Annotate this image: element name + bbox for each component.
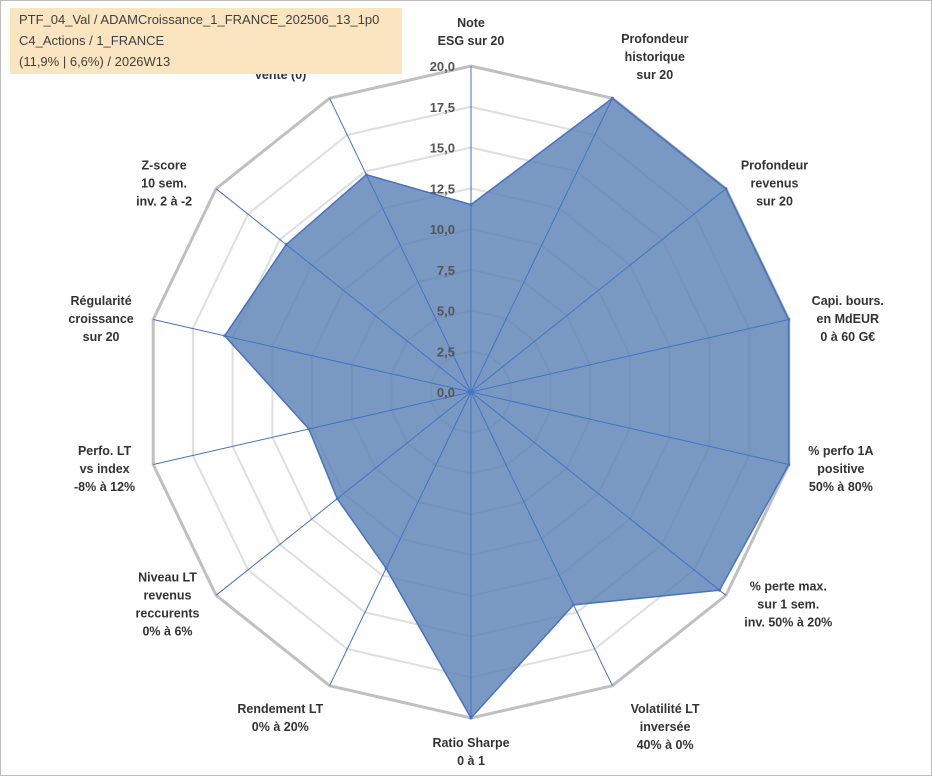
axis-label-line: historique	[625, 50, 685, 64]
portfolio-info-box: PTF_04_Val / ADAMCroissance_1_FRANCE_202…	[10, 8, 402, 74]
axis-label-line: Note	[457, 16, 485, 30]
radar-spokes	[153, 66, 789, 718]
axis-label-line: sur 20	[83, 330, 120, 344]
axis-label: Profondeur revenus sur 20	[741, 158, 808, 208]
axis-spoke	[215, 188, 472, 393]
axis-label-line: Z-score	[142, 158, 187, 172]
axis-spoke	[470, 391, 613, 686]
axis-spoke	[470, 319, 789, 393]
axis-label-line: reccurents	[136, 607, 200, 621]
performance-week: (11,9% | 6,6%) / 2026W13	[19, 54, 171, 69]
axis-label: % perfo 1A positive 50% à 80%	[808, 444, 873, 494]
axis-label-line: % perte max.	[750, 580, 827, 594]
tick-label: 10,0	[430, 222, 455, 237]
tick-label: 12,5	[430, 181, 455, 196]
axis-label-line: vs index	[80, 462, 130, 476]
axis-label-line: sur 20	[756, 194, 793, 208]
axis-label-line: positive	[817, 462, 864, 476]
axis-spoke	[153, 391, 472, 465]
axis-spoke	[329, 391, 472, 686]
axis-label: Z-score 10 sem. inv. 2 à -2	[136, 158, 192, 208]
radar-series	[223, 96, 791, 720]
axis-spoke	[470, 391, 727, 596]
axis-label: Perfo. LT vs index -8% à 12%	[74, 444, 135, 494]
axis-spoke	[470, 98, 613, 393]
axis-label-line: 0% à 20%	[252, 720, 309, 734]
tick-label: 5,0	[437, 304, 455, 319]
axis-label-line: inversée	[640, 720, 691, 734]
axis-label: % perte max. sur 1 sem. inv. 50% à 20%	[744, 580, 832, 630]
radar-axis-labels: Note ESG sur 20 Profondeur historique sur 20…	[68, 16, 883, 768]
axis-spoke	[470, 188, 727, 393]
axis-label-line: Ratio Sharpe	[432, 736, 509, 750]
asset-class: C4_Actions / 1_FRANCE	[19, 33, 165, 48]
axis-label: Profondeur historique sur 20	[621, 32, 688, 82]
axis-label-line: revenus	[144, 589, 192, 603]
axis-label-line: 40% à 0%	[637, 738, 694, 752]
tick-label: 17,5	[430, 100, 455, 115]
axis-label: Rendement LT 0% à 20%	[237, 702, 323, 734]
portfolio-name: PTF_04_Val / ADAMCroissance_1_FRANCE_202…	[19, 12, 380, 27]
axis-label-line: croissance	[68, 312, 133, 326]
axis-label-line: Régularité	[71, 294, 132, 308]
axis-label-line: Volatilité LT	[631, 702, 700, 716]
axis-label-line: 0 à 60 G€	[820, 330, 875, 344]
axis-label: Capi. bours. en MdEUR 0 à 60 G€	[812, 294, 884, 344]
axis-label-line: Profondeur	[621, 32, 688, 46]
axis-label-line: sur 20	[636, 68, 673, 82]
axis-label-line: sur 1 sem.	[757, 598, 819, 612]
axis-label-line: revenus	[751, 176, 799, 190]
axis-label-line: % perfo 1A	[808, 444, 873, 458]
axis-label-line: 10 sem.	[141, 176, 187, 190]
axis-label-line: Niveau LT	[138, 571, 197, 585]
axis-spoke	[153, 319, 472, 393]
axis-label-line: Rendement LT	[237, 702, 323, 716]
axis-spoke	[470, 391, 789, 465]
axis-label-line: -8% à 12%	[74, 480, 135, 494]
tick-label: 0,0	[437, 385, 455, 400]
axis-label: Note ESG sur 20	[438, 16, 505, 48]
axis-label-line: Profondeur	[741, 158, 808, 172]
axis-label-line: Capi. bours.	[812, 294, 884, 308]
axis-label-line: inv. 50% à 20%	[744, 616, 832, 630]
axis-label-line: 50% à 80%	[809, 480, 873, 494]
tick-label: 7,5	[437, 263, 455, 278]
axis-label: Volatilité LT inversée 40% à 0%	[631, 702, 700, 752]
axis-label: Régularité croissance sur 20	[68, 294, 133, 344]
axis-label-line: 0 à 1	[457, 754, 485, 768]
axis-label-line: en MdEUR	[817, 312, 880, 326]
axis-label-line: inv. 2 à -2	[136, 194, 192, 208]
tick-label: 15,0	[430, 141, 455, 156]
axis-label: Ratio Sharpe 0 à 1	[432, 736, 509, 768]
axis-label-line: 0% à 6%	[142, 625, 192, 639]
series-area	[223, 97, 790, 720]
tick-label: 2,5	[437, 344, 455, 359]
axis-label: Niveau LT revenus reccurents 0% à 6%	[136, 571, 200, 639]
tick-label: 20,0	[430, 59, 455, 74]
radar-tick-labels: 0,0 2,5 5,0 7,5 10,0 12,5 15,0 17,5 20,0	[430, 59, 455, 400]
axis-label-line: ESG sur 20	[438, 34, 505, 48]
axis-spoke	[215, 391, 472, 596]
axis-label-line: Perfo. LT	[78, 444, 132, 458]
axis-spoke	[329, 98, 472, 393]
